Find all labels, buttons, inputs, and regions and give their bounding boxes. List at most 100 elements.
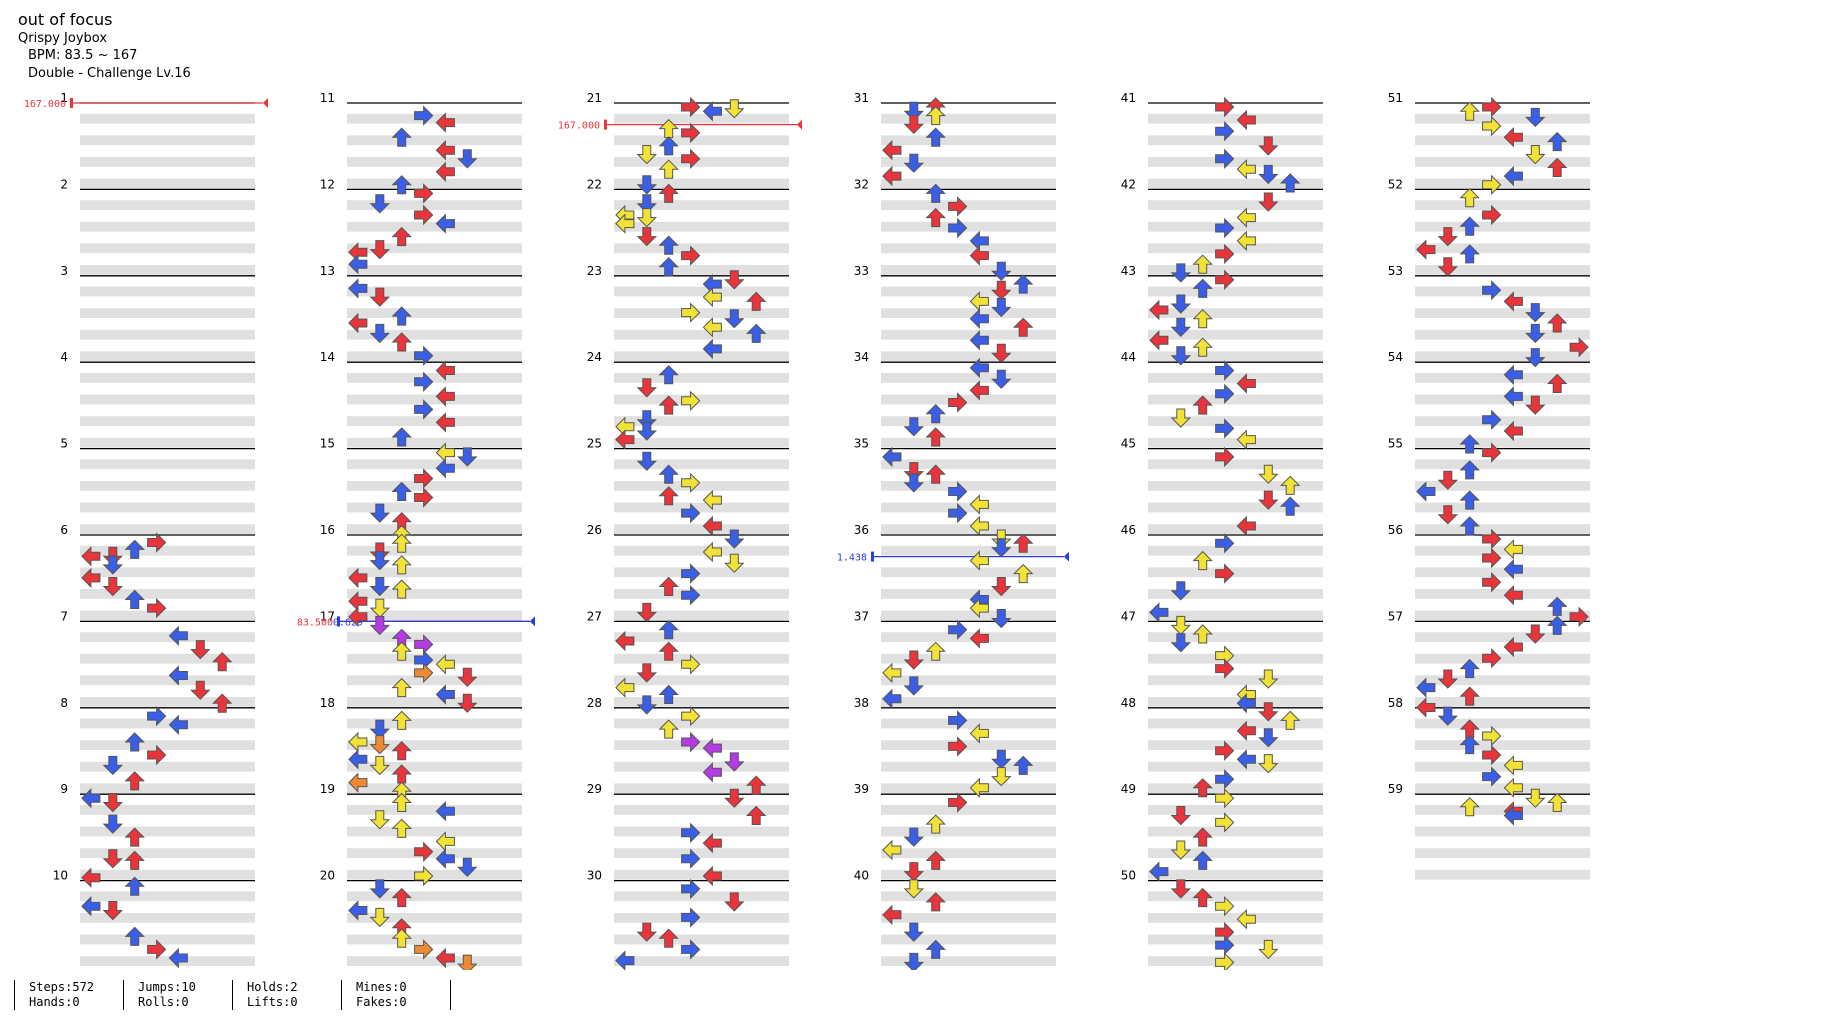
- beat-band: [1415, 740, 1590, 750]
- arrow-shape: [1279, 173, 1301, 193]
- arrow-shape: [903, 827, 925, 847]
- arrow-shape: [882, 904, 902, 926]
- arrow-note: [702, 737, 722, 759]
- arrow-shape: [745, 775, 767, 795]
- arrow-note: [1482, 547, 1502, 569]
- arrow-note: [1482, 204, 1502, 226]
- arrow-note: [81, 546, 101, 567]
- arrow-shape: [1170, 294, 1192, 314]
- arrow-shape: [969, 597, 989, 619]
- beat-band: [80, 113, 255, 124]
- arrow-shape: [168, 714, 188, 736]
- beat-band: [1148, 394, 1323, 405]
- arrow-note: [369, 503, 391, 523]
- marker-label: 83.500: [297, 617, 333, 628]
- marker-cap: [604, 119, 607, 130]
- arrow-note: [190, 680, 211, 700]
- arrow-shape: [1503, 291, 1523, 312]
- arrow-shape: [991, 767, 1012, 787]
- arrow-shape: [1170, 806, 1192, 826]
- arrow-note: [1170, 263, 1192, 283]
- arrow-note: [969, 723, 989, 744]
- beat-band: [80, 805, 255, 815]
- arrow-note: [435, 161, 455, 183]
- arrow-shape: [1459, 460, 1480, 480]
- arrow-note: [457, 857, 478, 878]
- arrow-shape: [1503, 558, 1523, 580]
- arrow-note: [724, 529, 745, 549]
- arrow-note: [1503, 805, 1523, 826]
- beat-band: [614, 502, 789, 513]
- arrow-shape: [369, 194, 391, 214]
- arrow-shape: [435, 684, 455, 705]
- arrow-note: [925, 403, 946, 424]
- measure-block: 16: [320, 523, 522, 621]
- arrow-shape: [615, 429, 635, 450]
- beat-band: [881, 200, 1056, 210]
- arrow-shape: [903, 676, 925, 696]
- arrow-shape: [435, 213, 455, 234]
- arrow-note: [903, 153, 925, 173]
- arrow-note: [1215, 787, 1235, 809]
- arrow-note: [1546, 792, 1568, 812]
- arrow-shape: [348, 606, 368, 628]
- arrow-note: [369, 755, 391, 776]
- arrow-shape: [1236, 908, 1256, 930]
- beat-band: [881, 675, 1056, 686]
- arrow-shape: [168, 625, 188, 647]
- arrow-shape: [658, 684, 679, 704]
- arrow-note: [391, 928, 412, 948]
- beat-band: [80, 697, 255, 707]
- arrow-note: [81, 867, 101, 888]
- arrow-note: [702, 515, 722, 537]
- arrow-shape: [1170, 840, 1192, 860]
- beat-band: [881, 502, 1056, 513]
- arrow-note: [435, 457, 455, 479]
- arrow-note: [1437, 227, 1459, 247]
- stat-divider: [450, 980, 452, 1010]
- measure-block: 13: [320, 264, 522, 362]
- beat-band: [881, 718, 1056, 729]
- beat-band: [881, 783, 1056, 794]
- beat-band: [614, 243, 789, 254]
- arrow-note: [969, 777, 989, 799]
- beat-band: [881, 481, 1056, 491]
- arrow-note: [1437, 257, 1459, 277]
- arrow-shape: [435, 139, 455, 161]
- measure-number: 48: [1121, 696, 1136, 710]
- arrow-note: [1215, 446, 1235, 468]
- measure-number: 42: [1121, 177, 1136, 191]
- arrow-shape: [1525, 624, 1546, 644]
- arrow-shape: [1192, 550, 1213, 571]
- beat-band: [1415, 869, 1590, 880]
- beat-band: [614, 740, 789, 750]
- arrow-note: [391, 710, 412, 730]
- arrow-shape: [1459, 490, 1480, 510]
- arrow-shape: [681, 96, 701, 118]
- arrow-shape: [1482, 442, 1502, 463]
- beat-band: [1148, 675, 1323, 686]
- arrow-note: [658, 641, 679, 661]
- arrow-note: [1215, 533, 1235, 554]
- beat-band: [80, 783, 255, 794]
- beat-band: [80, 891, 255, 902]
- arrow-note: [168, 714, 188, 736]
- beat-band: [1415, 589, 1590, 599]
- beat-band: [80, 761, 255, 772]
- arrow-shape: [435, 386, 455, 407]
- beat-band: [881, 394, 1056, 405]
- arrow-shape: [1503, 126, 1523, 148]
- arrow-shape: [211, 651, 233, 672]
- arrow-note: [1546, 313, 1568, 333]
- arrow-note: [1503, 291, 1523, 312]
- arrow-note: [1170, 317, 1192, 338]
- beat-band: [1148, 610, 1323, 621]
- arrow-note: [391, 792, 412, 812]
- arrow-note: [414, 662, 434, 684]
- beat-band: [347, 200, 522, 210]
- beat-band: [881, 437, 1056, 448]
- arrow-note: [435, 213, 455, 234]
- arrow-shape: [948, 392, 968, 413]
- measure-number: 35: [854, 437, 869, 451]
- arrow-shape: [124, 926, 145, 946]
